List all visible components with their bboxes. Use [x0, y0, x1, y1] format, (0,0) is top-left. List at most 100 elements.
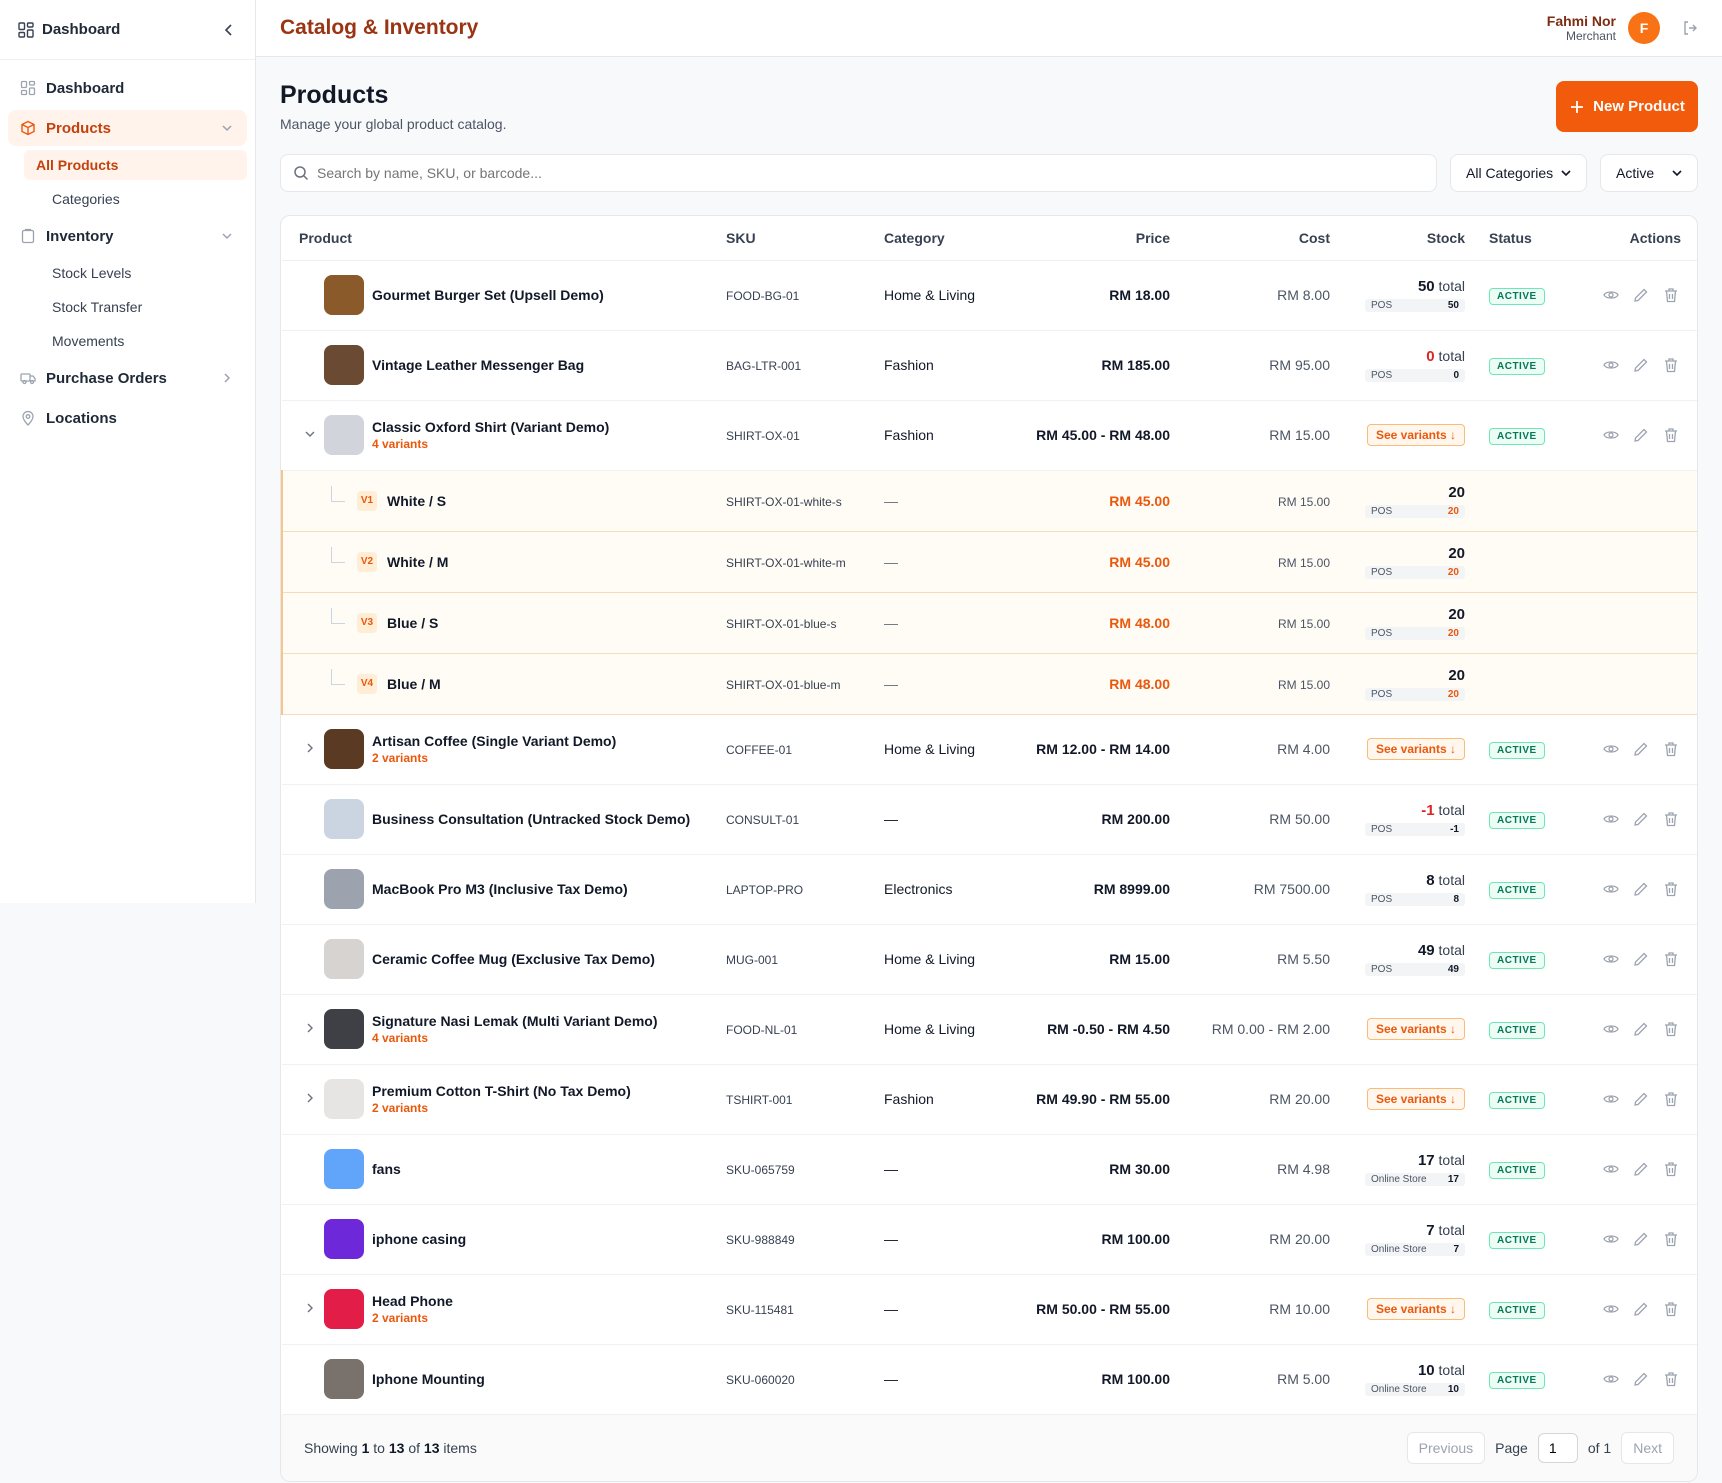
expand-toggle[interactable]	[296, 740, 324, 759]
view-icon[interactable]	[1603, 287, 1619, 303]
see-variants-button[interactable]: See variants ↓	[1366, 424, 1465, 446]
previous-button[interactable]: Previous	[1406, 1431, 1486, 1464]
table-row[interactable]: Premium Cotton T-Shirt (No Tax Demo) 2 va…	[282, 1064, 1697, 1135]
sidebar-item-dashboard[interactable]: Dashboard	[8, 70, 247, 106]
view-icon[interactable]	[1603, 881, 1619, 897]
expand-toggle[interactable]	[296, 1300, 324, 1319]
table-row[interactable]: Business Consultation (Untracked Stock D…	[282, 784, 1697, 855]
view-icon[interactable]	[1603, 1301, 1619, 1317]
see-variants-button[interactable]: See variants ↓	[1366, 1298, 1465, 1320]
next-button[interactable]: Next	[1621, 1431, 1674, 1464]
table-row[interactable]: Classic Oxford Shirt (Variant Demo) 4 var…	[282, 400, 1697, 471]
see-variants-button[interactable]: See variants ↓	[1366, 1018, 1465, 1040]
search-input[interactable]	[317, 165, 1424, 181]
product-name[interactable]: Premium Cotton T-Shirt (No Tax Demo)	[372, 1083, 631, 1099]
edit-icon[interactable]	[1633, 811, 1649, 827]
variant-row[interactable]: V1 White / S SHIRT-OX-01-white-s — RM 45.00 R…	[281, 470, 1697, 532]
logout-icon[interactable]	[1682, 20, 1698, 36]
variant-row[interactable]: V3 Blue / S SHIRT-OX-01-blue-s — RM 48.00 RM …	[281, 592, 1697, 654]
product-name[interactable]: Ceramic Coffee Mug (Exclusive Tax Demo)	[372, 951, 655, 967]
table-row[interactable]: Artisan Coffee (Single Variant Demo) 2 va…	[282, 714, 1697, 785]
product-name[interactable]: Signature Nasi Lemak (Multi Variant Demo…	[372, 1013, 658, 1029]
expand-toggle[interactable]	[296, 426, 324, 445]
sidebar-item-stock-levels[interactable]: Stock Levels	[52, 265, 132, 281]
edit-icon[interactable]	[1633, 1231, 1649, 1247]
delete-icon[interactable]	[1663, 357, 1679, 373]
view-icon[interactable]	[1603, 1021, 1619, 1037]
expand-toggle[interactable]	[296, 1020, 324, 1039]
see-variants-button[interactable]: See variants ↓	[1366, 1088, 1465, 1110]
view-icon[interactable]	[1603, 741, 1619, 757]
table-row[interactable]: MacBook Pro M3 (Inclusive Tax Demo) LAPTO…	[282, 854, 1697, 925]
delete-icon[interactable]	[1663, 287, 1679, 303]
sidebar-item-categories[interactable]: Categories	[52, 191, 120, 207]
view-icon[interactable]	[1603, 811, 1619, 827]
edit-icon[interactable]	[1633, 881, 1649, 897]
edit-icon[interactable]	[1633, 1161, 1649, 1177]
edit-icon[interactable]	[1633, 1371, 1649, 1387]
delete-icon[interactable]	[1663, 1021, 1679, 1037]
product-name[interactable]: Gourmet Burger Set (Upsell Demo)	[372, 287, 604, 303]
edit-icon[interactable]	[1633, 287, 1649, 303]
delete-icon[interactable]	[1663, 1231, 1679, 1247]
variant-row[interactable]: V2 White / M SHIRT-OX-01-white-m — RM 45.00 R…	[281, 531, 1697, 593]
table-row[interactable]: iphone casing SKU-988849 — RM 100.00 RM 20.0…	[282, 1204, 1697, 1275]
product-name[interactable]: Iphone Mounting	[372, 1371, 485, 1387]
edit-icon[interactable]	[1633, 741, 1649, 757]
avatar[interactable]: F	[1628, 12, 1660, 44]
sidebar-item-stock-transfer[interactable]: Stock Transfer	[52, 299, 143, 315]
product-name[interactable]: iphone casing	[372, 1231, 467, 1247]
delete-icon[interactable]	[1663, 1301, 1679, 1317]
delete-icon[interactable]	[1663, 427, 1679, 443]
edit-icon[interactable]	[1633, 951, 1649, 967]
view-icon[interactable]	[1603, 1091, 1619, 1107]
table-row[interactable]: Ceramic Coffee Mug (Exclusive Tax Demo) M…	[282, 924, 1697, 995]
expand-toggle[interactable]	[296, 1090, 324, 1109]
variant-cost: RM 15.00	[1277, 494, 1330, 509]
delete-icon[interactable]	[1663, 1371, 1679, 1387]
collapse-sidebar-icon[interactable]	[221, 22, 237, 38]
delete-icon[interactable]	[1663, 1091, 1679, 1107]
product-name[interactable]: Business Consultation (Untracked Stock D…	[372, 811, 691, 827]
edit-icon[interactable]	[1633, 1021, 1649, 1037]
table-row[interactable]: Head Phone 2 variants SKU-115481 — RM 50.00 …	[282, 1274, 1697, 1345]
edit-icon[interactable]	[1633, 357, 1649, 373]
view-icon[interactable]	[1603, 1371, 1619, 1387]
product-name[interactable]: Classic Oxford Shirt (Variant Demo)	[372, 419, 610, 435]
product-name[interactable]: Vintage Leather Messenger Bag	[372, 357, 585, 373]
table-row[interactable]: Gourmet Burger Set (Upsell Demo) FOOD-BG-…	[282, 260, 1697, 331]
sidebar-item-movements[interactable]: Movements	[52, 333, 125, 349]
delete-icon[interactable]	[1663, 811, 1679, 827]
sidebar-item-locations[interactable]: Locations	[8, 400, 247, 436]
table-row[interactable]: Vintage Leather Messenger Bag BAG-LTR-001…	[282, 330, 1697, 401]
product-name[interactable]: fans	[372, 1161, 401, 1177]
sidebar-item-inventory[interactable]: Inventory	[8, 218, 247, 254]
see-variants-button[interactable]: See variants ↓	[1366, 738, 1465, 760]
delete-icon[interactable]	[1663, 741, 1679, 757]
sidebar-item-products[interactable]: Products	[8, 110, 247, 146]
view-icon[interactable]	[1603, 1161, 1619, 1177]
new-product-button[interactable]: New Product	[1556, 81, 1698, 132]
view-icon[interactable]	[1603, 427, 1619, 443]
view-icon[interactable]	[1603, 357, 1619, 373]
view-icon[interactable]	[1603, 951, 1619, 967]
variant-row[interactable]: V4 Blue / M SHIRT-OX-01-blue-m — RM 48.00 RM …	[281, 653, 1697, 715]
sidebar-item-purchase-orders[interactable]: Purchase Orders	[8, 360, 247, 396]
product-name[interactable]: Head Phone	[372, 1293, 453, 1309]
table-row[interactable]: fans SKU-065759 — RM 30.00 RM 4.98 17 total On…	[282, 1134, 1697, 1205]
status-select[interactable]: Active	[1600, 154, 1698, 192]
edit-icon[interactable]	[1633, 1301, 1649, 1317]
page-input[interactable]	[1537, 1432, 1578, 1463]
edit-icon[interactable]	[1633, 1091, 1649, 1107]
category-select[interactable]: All Categories	[1450, 154, 1587, 192]
product-name[interactable]: MacBook Pro M3 (Inclusive Tax Demo)	[372, 881, 628, 897]
view-icon[interactable]	[1603, 1231, 1619, 1247]
sidebar-item-all-products[interactable]: All Products	[24, 150, 247, 180]
delete-icon[interactable]	[1663, 1161, 1679, 1177]
table-row[interactable]: Iphone Mounting SKU-060020 — RM 100.00 RM 5.…	[282, 1344, 1697, 1415]
product-name[interactable]: Artisan Coffee (Single Variant Demo)	[372, 733, 617, 749]
delete-icon[interactable]	[1663, 951, 1679, 967]
table-row[interactable]: Signature Nasi Lemak (Multi Variant Demo…	[282, 994, 1697, 1065]
delete-icon[interactable]	[1663, 881, 1679, 897]
edit-icon[interactable]	[1633, 427, 1649, 443]
